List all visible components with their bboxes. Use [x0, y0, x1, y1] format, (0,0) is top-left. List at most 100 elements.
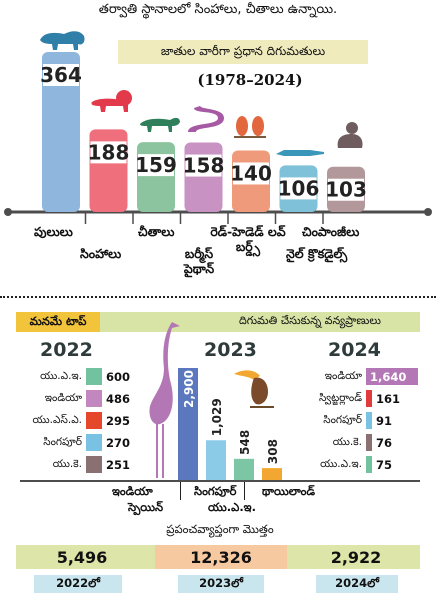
total-2022-label: 2022లో [34, 575, 122, 593]
bar-value-label: 158 [183, 154, 225, 178]
bar-value-bg [233, 162, 269, 185]
row-value: 91 [376, 414, 393, 428]
year-2023: 2023 [204, 339, 257, 361]
bar-value-bg [90, 141, 127, 164]
lovebird-icon [234, 116, 266, 138]
section-divider [0, 296, 436, 298]
table-2022: యు.ఎ.ఇ. 600 ఇండియా 486 యు.ఎస్.ఎ. 295 సింగపూర్ 2… [16, 366, 148, 478]
category-label: నైల్ క్రొకడైల్స్ [286, 246, 348, 261]
category-label: పులులు [34, 224, 73, 239]
country-label: యు.ఎ.ఇ. [208, 500, 256, 514]
total-2024-label: 2024లో [316, 575, 398, 593]
bar-value-label: 188 [88, 140, 130, 164]
heron-icon [149, 322, 180, 478]
country-label: థాయిలాండ్ [262, 484, 316, 498]
row-value: 295 [106, 414, 131, 428]
chart-years: (1978–2024) [197, 71, 303, 89]
section-title: దిగుమతి చేసుకున్న వన్యప్రాణులు [239, 314, 381, 327]
category-label: చింపాంజీలు [302, 224, 360, 239]
row-value: 76 [376, 436, 393, 450]
chimpanzee-icon [337, 122, 363, 148]
bar-value-bg [185, 154, 222, 177]
table-row: సింగపూర్ 91 [290, 410, 420, 432]
baseline [20, 480, 420, 482]
category-label: రెడ్-హెడెడ్ లవ్ బర్డ్స్ [210, 224, 286, 254]
row-label: ఇండియా [324, 370, 362, 382]
bar [42, 52, 80, 212]
bar-value-bg [138, 154, 174, 177]
row-label: స్విట్జర్లాండ్ [319, 392, 362, 404]
row-label: యు.ఎ.ఇ. [320, 458, 362, 470]
labels-2023: ఇండియా స్పెయిన్ సింగపూర్ యు.ఎ.ఇ. థాయిలాండ్ [112, 482, 316, 514]
row-value: 486 [106, 392, 131, 406]
row-swatch [86, 368, 102, 385]
table-row: యు.కె. 76 [290, 432, 420, 454]
pointer-arrow [244, 482, 245, 500]
row-swatch [86, 390, 102, 407]
row-swatch [86, 434, 102, 451]
row-swatch [366, 456, 372, 473]
year-2024: 2024 [328, 339, 381, 361]
category-label: బర్మీస్ పైథాన్ [183, 246, 215, 276]
row-value: 1,640 [370, 370, 407, 384]
row-swatch [366, 434, 372, 451]
table-row: ఇండియా 486 [16, 388, 148, 410]
legend-title: జాతుల వారీగా ప్రధాన దిగుమతులు [118, 40, 368, 64]
bar [262, 468, 282, 480]
total-2022: 5,496 [56, 548, 108, 567]
bar-value-label: 159 [135, 153, 177, 177]
totals-highlight [155, 545, 287, 569]
category-label: సింహాలు [80, 246, 122, 261]
row-label: ఇండియా [44, 392, 82, 404]
bar-value-label: 103 [325, 178, 367, 202]
table-row: స్విట్జర్లాండ్ 161 [290, 388, 420, 410]
crocodile-icon [276, 150, 324, 156]
row-label: సింగపూర్ [43, 436, 82, 448]
table-row: సింగపూర్ 270 [16, 432, 148, 454]
axis-end-dot [4, 208, 12, 216]
bar-value-label: 1,029 [210, 398, 224, 436]
bar-value-label: 140 [230, 161, 272, 185]
pointer-arrow [180, 482, 181, 500]
python-icon [188, 106, 224, 132]
bar [234, 458, 254, 480]
bar [206, 440, 226, 480]
table-2024: ఇండియా 1,640 స్విట్జర్లాండ్ 161 సింగపూర్ 91 యు… [290, 366, 420, 478]
headline: తర్వాతి స్థానాలలో సింహాలు, చీతాలు ఉన్నాయ… [98, 2, 338, 17]
cheetah-icon [140, 117, 180, 132]
table-row: ఇండియా 1,640 [290, 366, 420, 388]
category-label: చీతాలు [138, 224, 175, 239]
bar-value-bg [280, 177, 317, 200]
table-row: యు.ఎస్.ఎ. 295 [16, 410, 148, 432]
bar-value-label: 106 [278, 176, 320, 200]
table-row: యు.ఎ.ఇ. 75 [290, 454, 420, 476]
row-label: యు.కె. [52, 458, 82, 470]
country-label: ఇండియా [112, 484, 153, 498]
total-2023: 12,326 [190, 548, 252, 567]
bar-value-label: 2,900 [182, 370, 196, 408]
row-label: యు.ఎస్.ఎ. [32, 414, 82, 426]
axis-end-dot [424, 208, 432, 216]
row-value: 75 [376, 458, 393, 472]
bar [178, 368, 198, 480]
top-tag: మనమే టాప్ [16, 312, 100, 332]
year-2022: 2022 [40, 339, 93, 361]
row-swatch [86, 456, 102, 473]
country-label: సింగపూర్ [194, 484, 237, 498]
table-row: యు.కె. 251 [16, 454, 148, 476]
row-value: 161 [376, 392, 401, 406]
row-value: 270 [106, 436, 131, 450]
total-2023-label: 2023లో [178, 575, 264, 593]
bar-value-bg [328, 178, 364, 201]
totals-caption: ప్రపంచవ్యాప్తంగా మొత్తం [166, 522, 274, 536]
row-swatch [366, 412, 372, 429]
species-bar-chart: 364 188 159 158 140 106 103 [4, 52, 432, 224]
row-label: యు.కె. [332, 436, 362, 448]
table-row: యు.ఎ.ఇ. 600 [16, 366, 148, 388]
row-label: యు.ఎ.ఇ. [40, 370, 82, 382]
row-value: 251 [106, 458, 131, 472]
lion-icon [91, 90, 132, 112]
